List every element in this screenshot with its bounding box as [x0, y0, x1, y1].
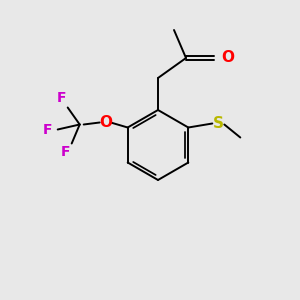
Text: F: F — [43, 122, 52, 136]
Text: O: O — [221, 50, 234, 65]
Text: F: F — [61, 146, 70, 160]
Text: O: O — [99, 115, 112, 130]
Text: S: S — [213, 116, 224, 131]
Text: F: F — [57, 92, 66, 106]
